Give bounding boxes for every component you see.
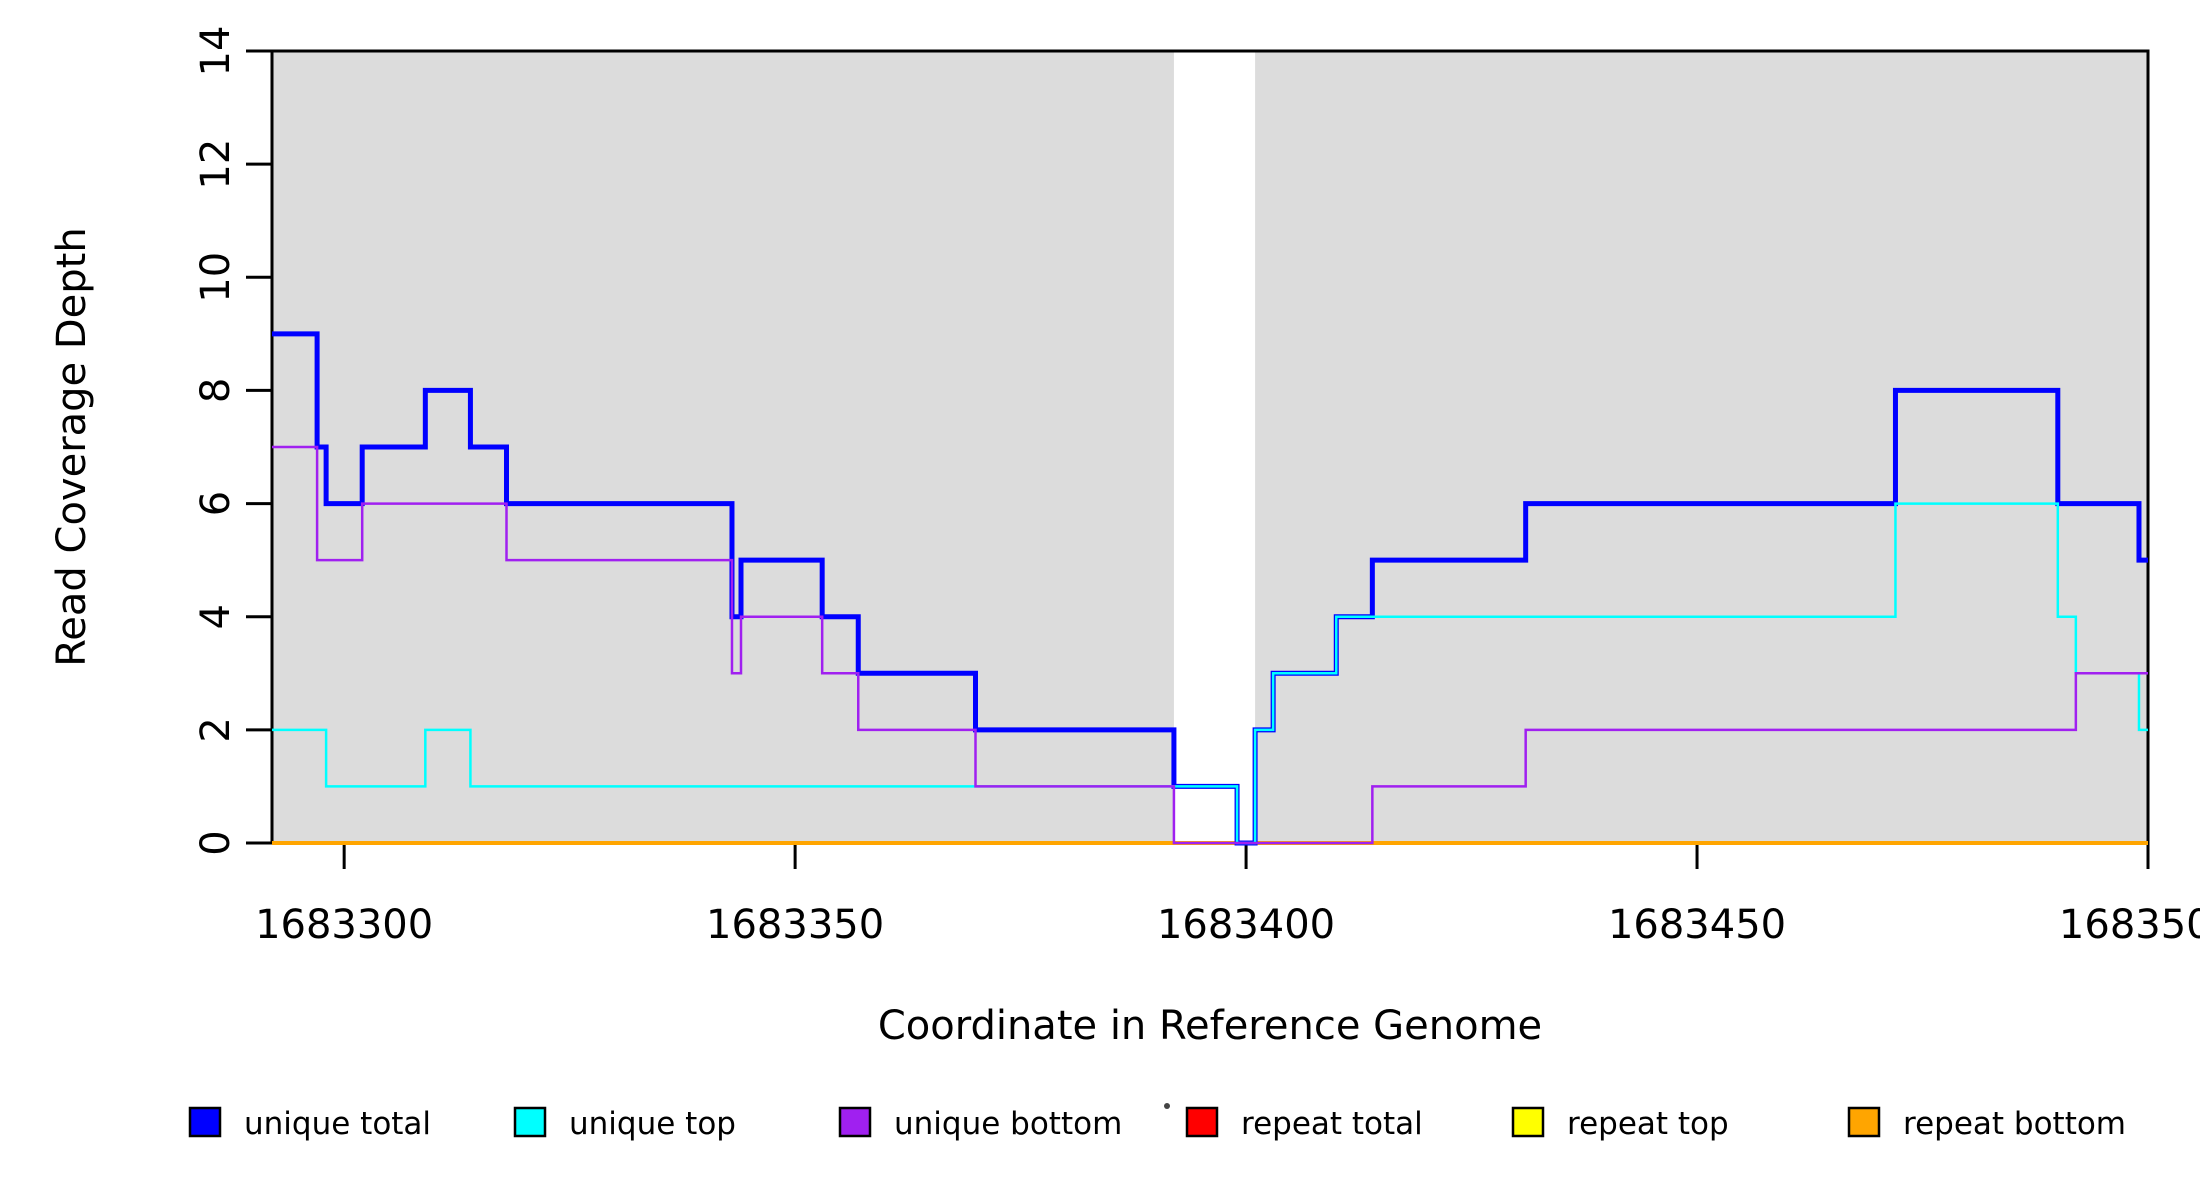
legend-item-repeat-top: repeat top: [1511, 1106, 1729, 1142]
legend: unique total unique top unique bottom re…: [188, 1106, 2126, 1142]
x-tick-label: 1683300: [255, 902, 433, 948]
legend-item-unique-top: unique top: [513, 1106, 736, 1142]
series-line-unique-total: [272, 331, 2148, 846]
x-tick-label: 1683450: [1608, 902, 1786, 948]
legend-swatch-unique-top: [513, 1106, 547, 1138]
y-tick-label: 2: [193, 717, 239, 742]
shaded-regions: [272, 51, 2148, 843]
legend-item-repeat-bottom: repeat bottom: [1847, 1106, 2126, 1142]
stray-mark: [1164, 1103, 1170, 1109]
x-axis-title: Coordinate in Reference Genome: [878, 1003, 1542, 1049]
legend-swatch-unique-total: [188, 1106, 222, 1138]
series-line-unique-top: [272, 502, 2148, 845]
y-tick-label: 0: [193, 830, 239, 855]
x-tick-label: 1683350: [706, 902, 884, 948]
legend-label: repeat bottom: [1903, 1106, 2126, 1142]
series-lines: [272, 331, 2148, 846]
y-tick-label: 6: [193, 491, 239, 516]
legend-label: unique bottom: [894, 1106, 1122, 1142]
y-tick-label: 14: [193, 26, 239, 77]
x-tick-label: 1683400: [1157, 902, 1335, 948]
y-tick-label: 4: [193, 604, 239, 629]
legend-swatch-repeat-bottom: [1847, 1106, 1881, 1138]
legend-label: unique total: [244, 1106, 431, 1142]
legend-item-unique-bottom: unique bottom: [838, 1106, 1122, 1142]
y-tick-label: 8: [193, 378, 239, 403]
legend-swatch-unique-bottom: [838, 1106, 872, 1138]
legend-label: unique top: [569, 1106, 736, 1142]
legend-item-repeat-total: repeat total: [1185, 1106, 1423, 1142]
legend-label: repeat total: [1241, 1106, 1423, 1142]
y-tick-label: 10: [193, 252, 239, 303]
legend-swatch-repeat-top: [1511, 1106, 1545, 1138]
series-line-unique-bottom: [272, 445, 2148, 845]
y-axis: 0 2 4 6 8 10 12 14: [193, 26, 272, 856]
shaded-region: [1255, 51, 2148, 843]
legend-label: repeat top: [1567, 1106, 1729, 1142]
y-axis-title: Read Coverage Depth: [49, 227, 95, 666]
legend-item-unique-total: unique total: [188, 1106, 431, 1142]
legend-swatch-repeat-total: [1185, 1106, 1219, 1138]
y-tick-label: 12: [193, 139, 239, 190]
